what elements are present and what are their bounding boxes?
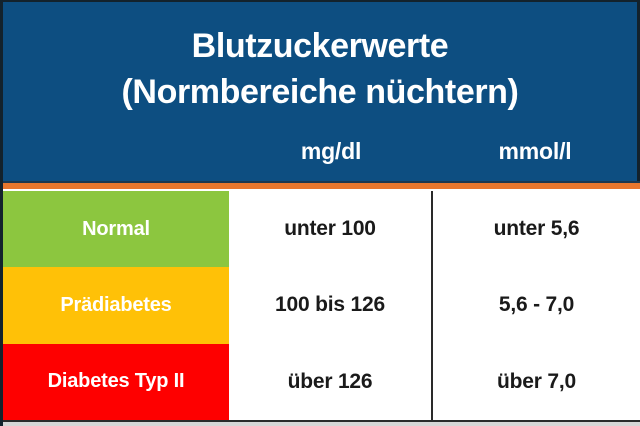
- row-value-diabetes-mmoll: über 7,0: [497, 369, 576, 393]
- row-label-diabetes: Diabetes Typ II: [3, 343, 229, 420]
- title-line2: (Normbereiche nüchtern): [121, 72, 519, 111]
- page-title: Blutzuckerwerte (Normbereiche nüchtern): [3, 2, 637, 129]
- table-row-normal: Normal unter 100 unter 5,6: [3, 191, 640, 268]
- table-row-praediabetes: Prädiabetes 100 bis 126 5,6 - 7,0: [3, 267, 640, 344]
- bottom-strip: [3, 420, 640, 426]
- row-value-praediabetes-mgdl: 100 bis 126: [229, 267, 433, 344]
- table-row-diabetes: Diabetes Typ II über 126 über 7,0: [3, 343, 640, 420]
- accent-divider: [3, 181, 640, 189]
- row-label-normal: Normal: [3, 191, 229, 268]
- title-line1: Blutzuckerwerte: [191, 26, 449, 65]
- row-value-normal-mgdl: unter 100: [229, 191, 433, 268]
- row-value-praediabetes-mmoll: 5,6 - 7,0: [498, 293, 575, 317]
- column-header-row: mg/dl mmol/l: [3, 129, 637, 181]
- row-label-praediabetes: Prädiabetes: [3, 267, 229, 344]
- column-header-mgdl: mg/dl: [300, 137, 362, 164]
- header: Blutzuckerwerte (Normbereiche nüchtern) …: [3, 0, 640, 181]
- table: Normal unter 100 unter 5,6 Prädiabetes 1…: [3, 191, 640, 420]
- column-header-mmoll: mmol/l: [498, 137, 572, 164]
- row-value-normal-mmoll: unter 5,6: [493, 217, 580, 241]
- row-value-diabetes-mgdl: über 126: [229, 343, 433, 420]
